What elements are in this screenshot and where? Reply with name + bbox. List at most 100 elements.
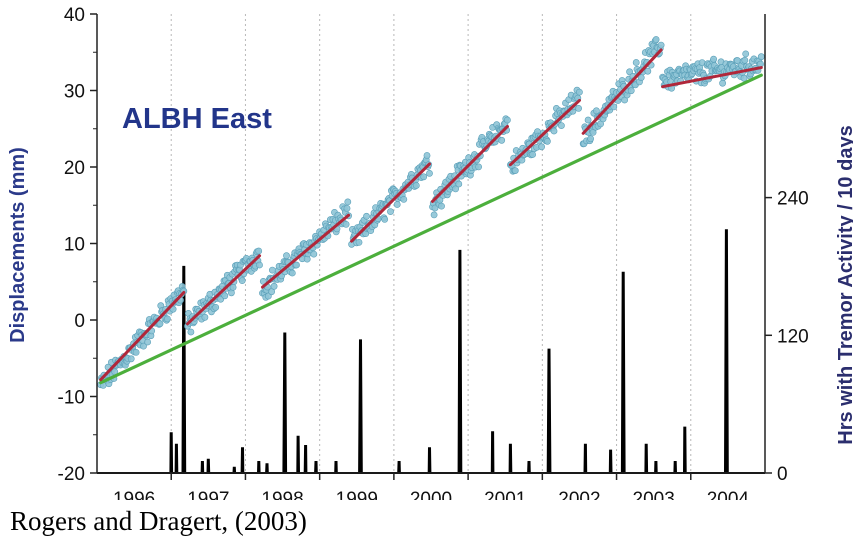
gps-point [288,269,296,277]
gps-point [283,252,290,260]
x-tick-label: 2002 [558,489,600,500]
gps-point [169,305,177,313]
gps-displacement-points [97,36,765,389]
x-tick-label: 2003 [633,489,675,500]
gps-point [632,59,640,66]
gps-point [127,355,135,363]
gps-point [355,238,363,246]
y-axis-right-title: Hrs with Tremor Activity / 10 days [835,125,853,444]
gps-point [212,303,220,311]
long-term-trend [99,73,763,385]
y-left-tick-label: 20 [64,158,85,179]
gps-point [163,315,171,323]
gps-point [757,53,765,61]
tremor-spike [200,461,205,474]
gps-point [626,68,633,76]
tremor-spike [282,332,288,474]
gps-point [420,173,428,181]
segment-line [661,66,763,89]
figure-caption: Rogers and Dragert, (2003) [10,506,307,536]
gps-point [256,261,263,269]
tremor-spike [527,461,531,474]
tremor-spike [265,463,269,474]
tremor-spike [546,348,552,474]
y-left-tick-label: -10 [58,388,85,409]
gps-point [310,250,318,258]
tremor-spike [174,443,179,474]
gps-point [144,338,151,346]
gps-point [558,122,565,129]
tremor-spike [169,432,174,474]
trend-line [99,73,763,385]
gps-point [741,56,749,64]
gps-point [734,57,741,64]
x-tick-label: 2001 [484,489,526,500]
gps-point [342,220,350,228]
gps-point [187,328,195,336]
gps-point [221,292,229,300]
axes [90,13,772,480]
segment-line [350,162,432,243]
segment-line [261,213,351,289]
gps-point [652,36,660,43]
gps-point [293,261,300,269]
gps-point [610,103,618,111]
gps-point [423,152,431,159]
tremor-spike [682,426,687,474]
y-right-tick-label: 240 [777,189,809,210]
tremor-spike [358,339,363,474]
gps-point [529,151,536,158]
gps-point [381,215,389,223]
tick-labels: -20 -10 0 10 20 30 40 0 120 240 1996 1997 1998 1999 20… [58,5,809,500]
tremor-spike [457,249,463,474]
gps-point [343,204,351,212]
gps-point [132,348,140,356]
tremor-spike [206,458,211,474]
tremor-activity-series [97,229,765,474]
gps-point [503,116,511,124]
y-left-tick-label: 10 [64,235,85,256]
gps-point [140,342,147,350]
gps-point [268,266,276,274]
y-left-tick-label: 30 [64,82,85,103]
tremor-spike [620,271,626,474]
tremor-spike [490,431,495,474]
y-left-tick-label: 40 [64,5,85,26]
gps-point [393,201,401,208]
gps-point [742,50,750,58]
x-tick-label: 1999 [336,489,378,500]
tremor-spike [608,449,613,474]
gps-point [426,169,433,177]
tremor-spike [232,466,237,474]
gps-point [452,185,459,193]
x-tick-label: 2004 [707,489,750,500]
tremor-spike [314,461,318,474]
y-right-tick-label: 120 [777,326,809,347]
segment-line [186,254,262,326]
gps-point [740,74,748,82]
gps-point [584,116,592,124]
gps-point [511,167,519,174]
y-left-tick-label: 0 [74,311,85,332]
gps-point [498,136,506,144]
y-left-tick-label: -20 [58,464,85,485]
tremor-spike [334,461,338,474]
segment-line [508,98,581,167]
tremor-spike [240,447,245,474]
x-tick-label: 1996 [113,489,155,500]
tremor-spike [723,229,729,474]
tremor-spike [303,445,308,474]
tremor-spike [256,461,261,474]
gps-point [229,283,237,291]
gps-point [587,135,594,143]
gps-point [657,41,665,49]
gps-point [255,247,263,255]
segment-line [99,290,186,382]
y-right-tick-label: 0 [777,464,788,485]
x-tick-label: 1998 [261,489,303,500]
gps-point [455,180,463,188]
gps-point [576,88,583,96]
gps-point [344,198,352,206]
segment-line [430,124,509,203]
tremor-spike [296,435,301,474]
